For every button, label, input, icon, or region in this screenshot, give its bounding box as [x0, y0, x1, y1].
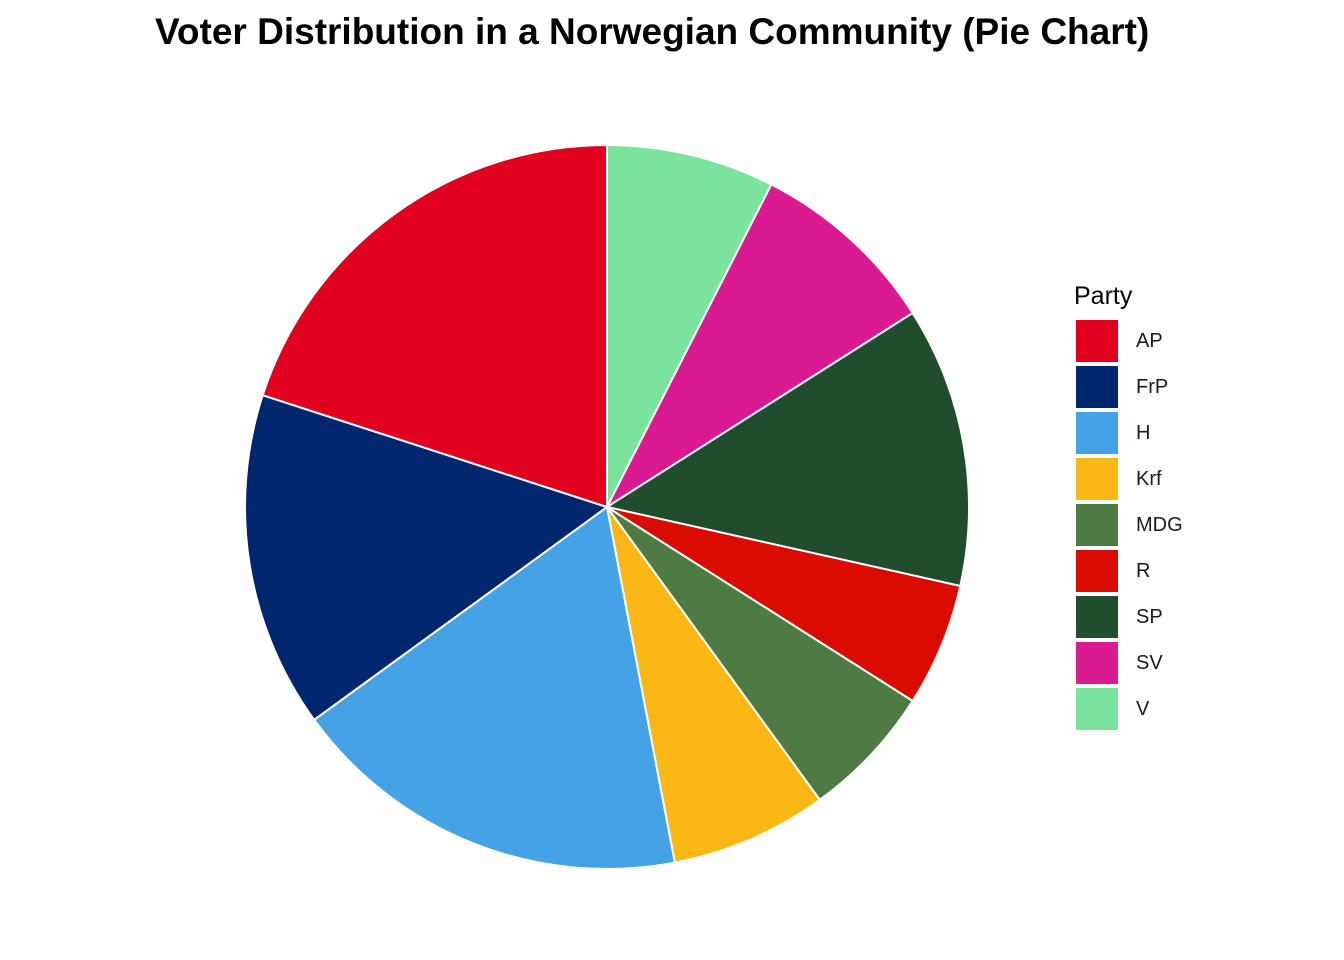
legend-swatch [1076, 504, 1118, 546]
legend-label: V [1136, 697, 1150, 720]
legend-item-ap: AP [1074, 318, 1183, 364]
legend-items: AP FrP H Krf MDG R SP SV V [1074, 318, 1183, 732]
pie-slices [244, 144, 970, 870]
legend-swatch [1076, 412, 1118, 454]
pie-slice-h [313, 506, 676, 870]
legend-swatch [1076, 550, 1118, 592]
legend-label: R [1136, 559, 1151, 582]
legend-item-sv: SV [1074, 640, 1183, 686]
legend-swatch [1076, 366, 1118, 408]
pie-slice-krf [606, 506, 821, 864]
legend-title: Party [1074, 282, 1133, 310]
legend-item-frp: FrP [1074, 364, 1183, 410]
legend-label: SP [1136, 605, 1163, 628]
legend-label: H [1136, 421, 1151, 444]
chart-title: Voter Distribution in a Norwegian Commun… [155, 11, 1150, 52]
pie-slice-frp [244, 394, 608, 721]
legend-label: SV [1136, 651, 1163, 674]
legend-item-r: R [1074, 548, 1183, 594]
legend-swatch [1076, 458, 1118, 500]
legend: Party AP FrP H Krf MDG R SP SV V [1074, 280, 1183, 732]
legend-swatch [1076, 596, 1118, 638]
legend-swatch [1076, 642, 1118, 684]
legend-label: MDG [1136, 513, 1183, 536]
legend-item-krf: Krf [1074, 456, 1183, 502]
legend-swatch [1076, 320, 1118, 362]
legend-item-v: V [1074, 686, 1183, 732]
pie-slice-mdg [606, 506, 914, 801]
pie-slice-sv [606, 183, 914, 508]
pie-slice-ap [261, 144, 608, 508]
legend-item-sp: SP [1074, 594, 1183, 640]
legend-label: AP [1136, 329, 1163, 352]
legend-swatch [1076, 688, 1118, 730]
pie-slice-v [606, 144, 773, 508]
pie-slice-sp [606, 312, 970, 587]
legend-label: FrP [1136, 375, 1169, 398]
legend-item-h: H [1074, 410, 1183, 456]
legend-label: Krf [1136, 467, 1162, 490]
legend-item-mdg: MDG [1074, 502, 1183, 548]
